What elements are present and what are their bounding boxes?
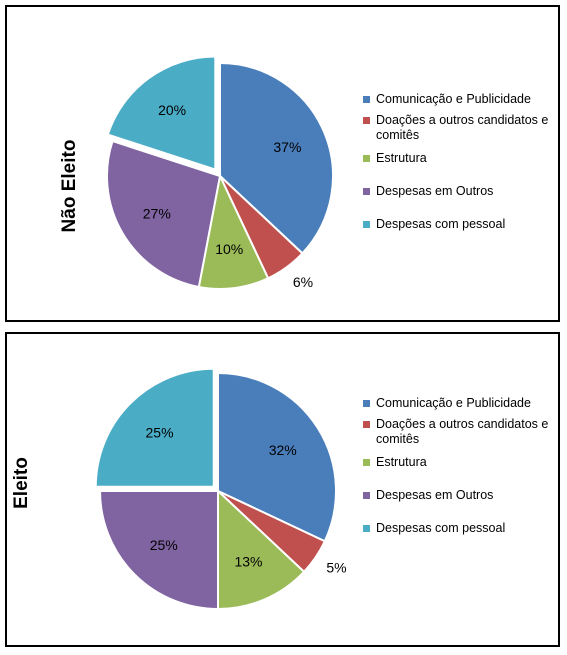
pie-slice-3: [217, 488, 306, 611]
legend-swatch: [363, 155, 370, 162]
legend-label: Despesas em Outros: [376, 184, 494, 198]
data-label-3: 13%: [234, 553, 262, 569]
legend-label: Doações a outros candidatos e comitês: [376, 113, 549, 142]
data-label-2: 6%: [293, 274, 313, 290]
chart-panel-nao-eleito: Não Eleito 37% 6% 10% 27% 20% Comunicação e …: [5, 5, 560, 322]
chart-legend: Comunicação e Publicidade Doações a outr…: [363, 92, 558, 232]
data-label-1: 37%: [273, 139, 301, 155]
legend-item-outros: Despesas em Outros: [363, 488, 558, 503]
legend-item-pessoal: Despesas com pessoal: [363, 217, 558, 232]
legend-label: Estrutura: [376, 151, 427, 165]
data-label-5: 20%: [158, 102, 186, 118]
pie-slice-5: [94, 367, 215, 488]
legend-item-pessoal: Despesas com pessoal: [363, 521, 558, 536]
legend-label: Despesas em Outros: [376, 488, 494, 502]
data-label-1: 32%: [269, 442, 297, 458]
legend-item-doacoes: Doações a outros candidatos e comitês: [363, 417, 558, 447]
legend-label: Comunicação e Publicidade: [376, 92, 531, 106]
legend-swatch: [363, 96, 370, 103]
legend-item-doacoes: Doações a outros candidatos e comitês: [363, 113, 558, 143]
legend-label: Doações a outros candidatos e comitês: [376, 417, 549, 446]
data-label-3: 10%: [215, 241, 243, 257]
pie-chart: 32% 5% 13% 25% 25%: [94, 367, 347, 611]
legend-swatch: [363, 492, 370, 499]
data-label-5: 25%: [146, 425, 174, 441]
legend-swatch: [363, 525, 370, 532]
pie-slice-4: [106, 139, 222, 289]
chart-panel-eleito: Eleito 32% 5% 13% 25% 25% Comunicação e Publ…: [5, 332, 560, 647]
data-label-4: 25%: [150, 537, 178, 553]
data-label-2: 5%: [326, 559, 346, 575]
legend-swatch: [363, 400, 370, 407]
legend-item-estrutura: Estrutura: [363, 151, 558, 166]
pie-slice-1: [219, 61, 334, 255]
legend-item-outros: Despesas em Outros: [363, 184, 558, 199]
legend-label: Comunicação e Publicidade: [376, 396, 531, 410]
legend-item-comunicacao: Comunicação e Publicidade: [363, 92, 558, 107]
chart-legend: Comunicação e Publicidade Doações a outr…: [363, 396, 558, 536]
legend-item-comunicacao: Comunicação e Publicidade: [363, 396, 558, 411]
legend-swatch: [363, 221, 370, 228]
pie-chart: 37% 6% 10% 27% 20%: [106, 55, 334, 290]
legend-swatch: [363, 459, 370, 466]
data-label-4: 27%: [143, 205, 171, 221]
pie-slice-5: [106, 55, 217, 171]
legend-label: Despesas com pessoal: [376, 217, 506, 231]
legend-label: Estrutura: [376, 455, 427, 469]
pie-slice-1: [217, 371, 337, 543]
legend-swatch: [363, 117, 370, 124]
legend-swatch: [363, 421, 370, 428]
legend-item-estrutura: Estrutura: [363, 455, 558, 470]
pie-slice-4: [98, 490, 219, 611]
legend-label: Despesas com pessoal: [376, 521, 506, 535]
legend-swatch: [363, 188, 370, 195]
pie-slice-3: [197, 172, 270, 290]
